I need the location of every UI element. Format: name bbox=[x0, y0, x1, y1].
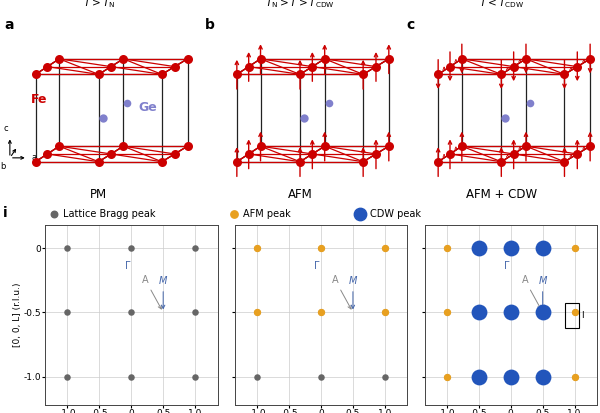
Point bbox=[253, 309, 262, 316]
Point bbox=[506, 245, 515, 252]
Point bbox=[380, 245, 389, 252]
Point bbox=[570, 309, 580, 316]
Point bbox=[316, 373, 326, 380]
Point bbox=[506, 373, 515, 380]
Point bbox=[474, 245, 484, 252]
Point bbox=[127, 245, 136, 252]
Text: A: A bbox=[521, 275, 541, 309]
Point bbox=[442, 373, 452, 380]
Point bbox=[506, 309, 515, 316]
Point bbox=[442, 309, 452, 316]
Text: a: a bbox=[32, 153, 37, 162]
Text: c: c bbox=[4, 123, 8, 133]
Text: Lattice Bragg peak: Lattice Bragg peak bbox=[63, 209, 155, 219]
Text: $\Gamma$: $\Gamma$ bbox=[503, 259, 511, 271]
Point bbox=[229, 210, 239, 217]
Point bbox=[538, 245, 547, 252]
Bar bbox=[565, 303, 579, 328]
Title: $T > T_{\rm N}$: $T > T_{\rm N}$ bbox=[83, 0, 115, 10]
Point bbox=[474, 309, 484, 316]
Point bbox=[253, 373, 262, 380]
Point bbox=[253, 309, 262, 316]
Point bbox=[570, 309, 580, 316]
Point bbox=[190, 309, 200, 316]
Y-axis label: [0, 0, L] (r.l.u.): [0, 0, L] (r.l.u.) bbox=[13, 282, 22, 347]
Point bbox=[190, 245, 200, 252]
Point bbox=[538, 309, 547, 316]
Point bbox=[442, 245, 452, 252]
Text: i: i bbox=[3, 206, 8, 220]
Text: CDW peak: CDW peak bbox=[370, 209, 421, 219]
Text: AFM: AFM bbox=[287, 188, 313, 201]
Title: $T < T_{\rm CDW}$: $T < T_{\rm CDW}$ bbox=[479, 0, 524, 10]
Point bbox=[506, 373, 515, 380]
Text: a: a bbox=[4, 18, 13, 32]
Text: b: b bbox=[1, 162, 6, 171]
Point bbox=[316, 245, 326, 252]
Point bbox=[442, 373, 452, 380]
Text: PM: PM bbox=[90, 188, 107, 201]
Title: $T_{\rm N} > T > T_{\rm CDW}$: $T_{\rm N} > T > T_{\rm CDW}$ bbox=[265, 0, 335, 10]
Text: $\mathit{M}$: $\mathit{M}$ bbox=[538, 274, 548, 309]
Point bbox=[316, 245, 326, 252]
Text: I: I bbox=[581, 311, 584, 320]
Point bbox=[442, 245, 452, 252]
Point bbox=[506, 309, 515, 316]
Point bbox=[506, 245, 515, 252]
Point bbox=[570, 245, 580, 252]
Text: $\Gamma$: $\Gamma$ bbox=[124, 259, 131, 271]
Point bbox=[62, 373, 72, 380]
Text: AFM peak: AFM peak bbox=[243, 209, 291, 219]
Point bbox=[380, 245, 389, 252]
Point bbox=[570, 373, 580, 380]
Text: b: b bbox=[205, 18, 215, 32]
Text: AFM + CDW: AFM + CDW bbox=[466, 188, 537, 201]
Point bbox=[127, 373, 136, 380]
Point bbox=[474, 373, 484, 380]
Text: Fe: Fe bbox=[31, 93, 48, 106]
Point bbox=[570, 245, 580, 252]
Point bbox=[380, 309, 389, 316]
Text: A: A bbox=[332, 275, 351, 309]
Text: c: c bbox=[407, 18, 415, 32]
Point bbox=[380, 373, 389, 380]
Point bbox=[62, 245, 72, 252]
Point bbox=[190, 373, 200, 380]
Point bbox=[442, 309, 452, 316]
Text: $\mathit{M}$: $\mathit{M}$ bbox=[348, 274, 358, 309]
Point bbox=[127, 309, 136, 316]
Point bbox=[253, 245, 262, 252]
Point bbox=[316, 309, 326, 316]
Text: $\mathit{M}$: $\mathit{M}$ bbox=[158, 274, 168, 309]
Point bbox=[538, 373, 547, 380]
Point bbox=[570, 373, 580, 380]
Point bbox=[49, 210, 59, 217]
Text: $\Gamma$: $\Gamma$ bbox=[313, 259, 321, 271]
Point bbox=[316, 309, 326, 316]
Point bbox=[355, 210, 365, 217]
Point bbox=[253, 245, 262, 252]
Text: Ge: Ge bbox=[139, 101, 157, 114]
Point bbox=[62, 309, 72, 316]
Text: A: A bbox=[142, 275, 161, 309]
Point bbox=[380, 309, 389, 316]
